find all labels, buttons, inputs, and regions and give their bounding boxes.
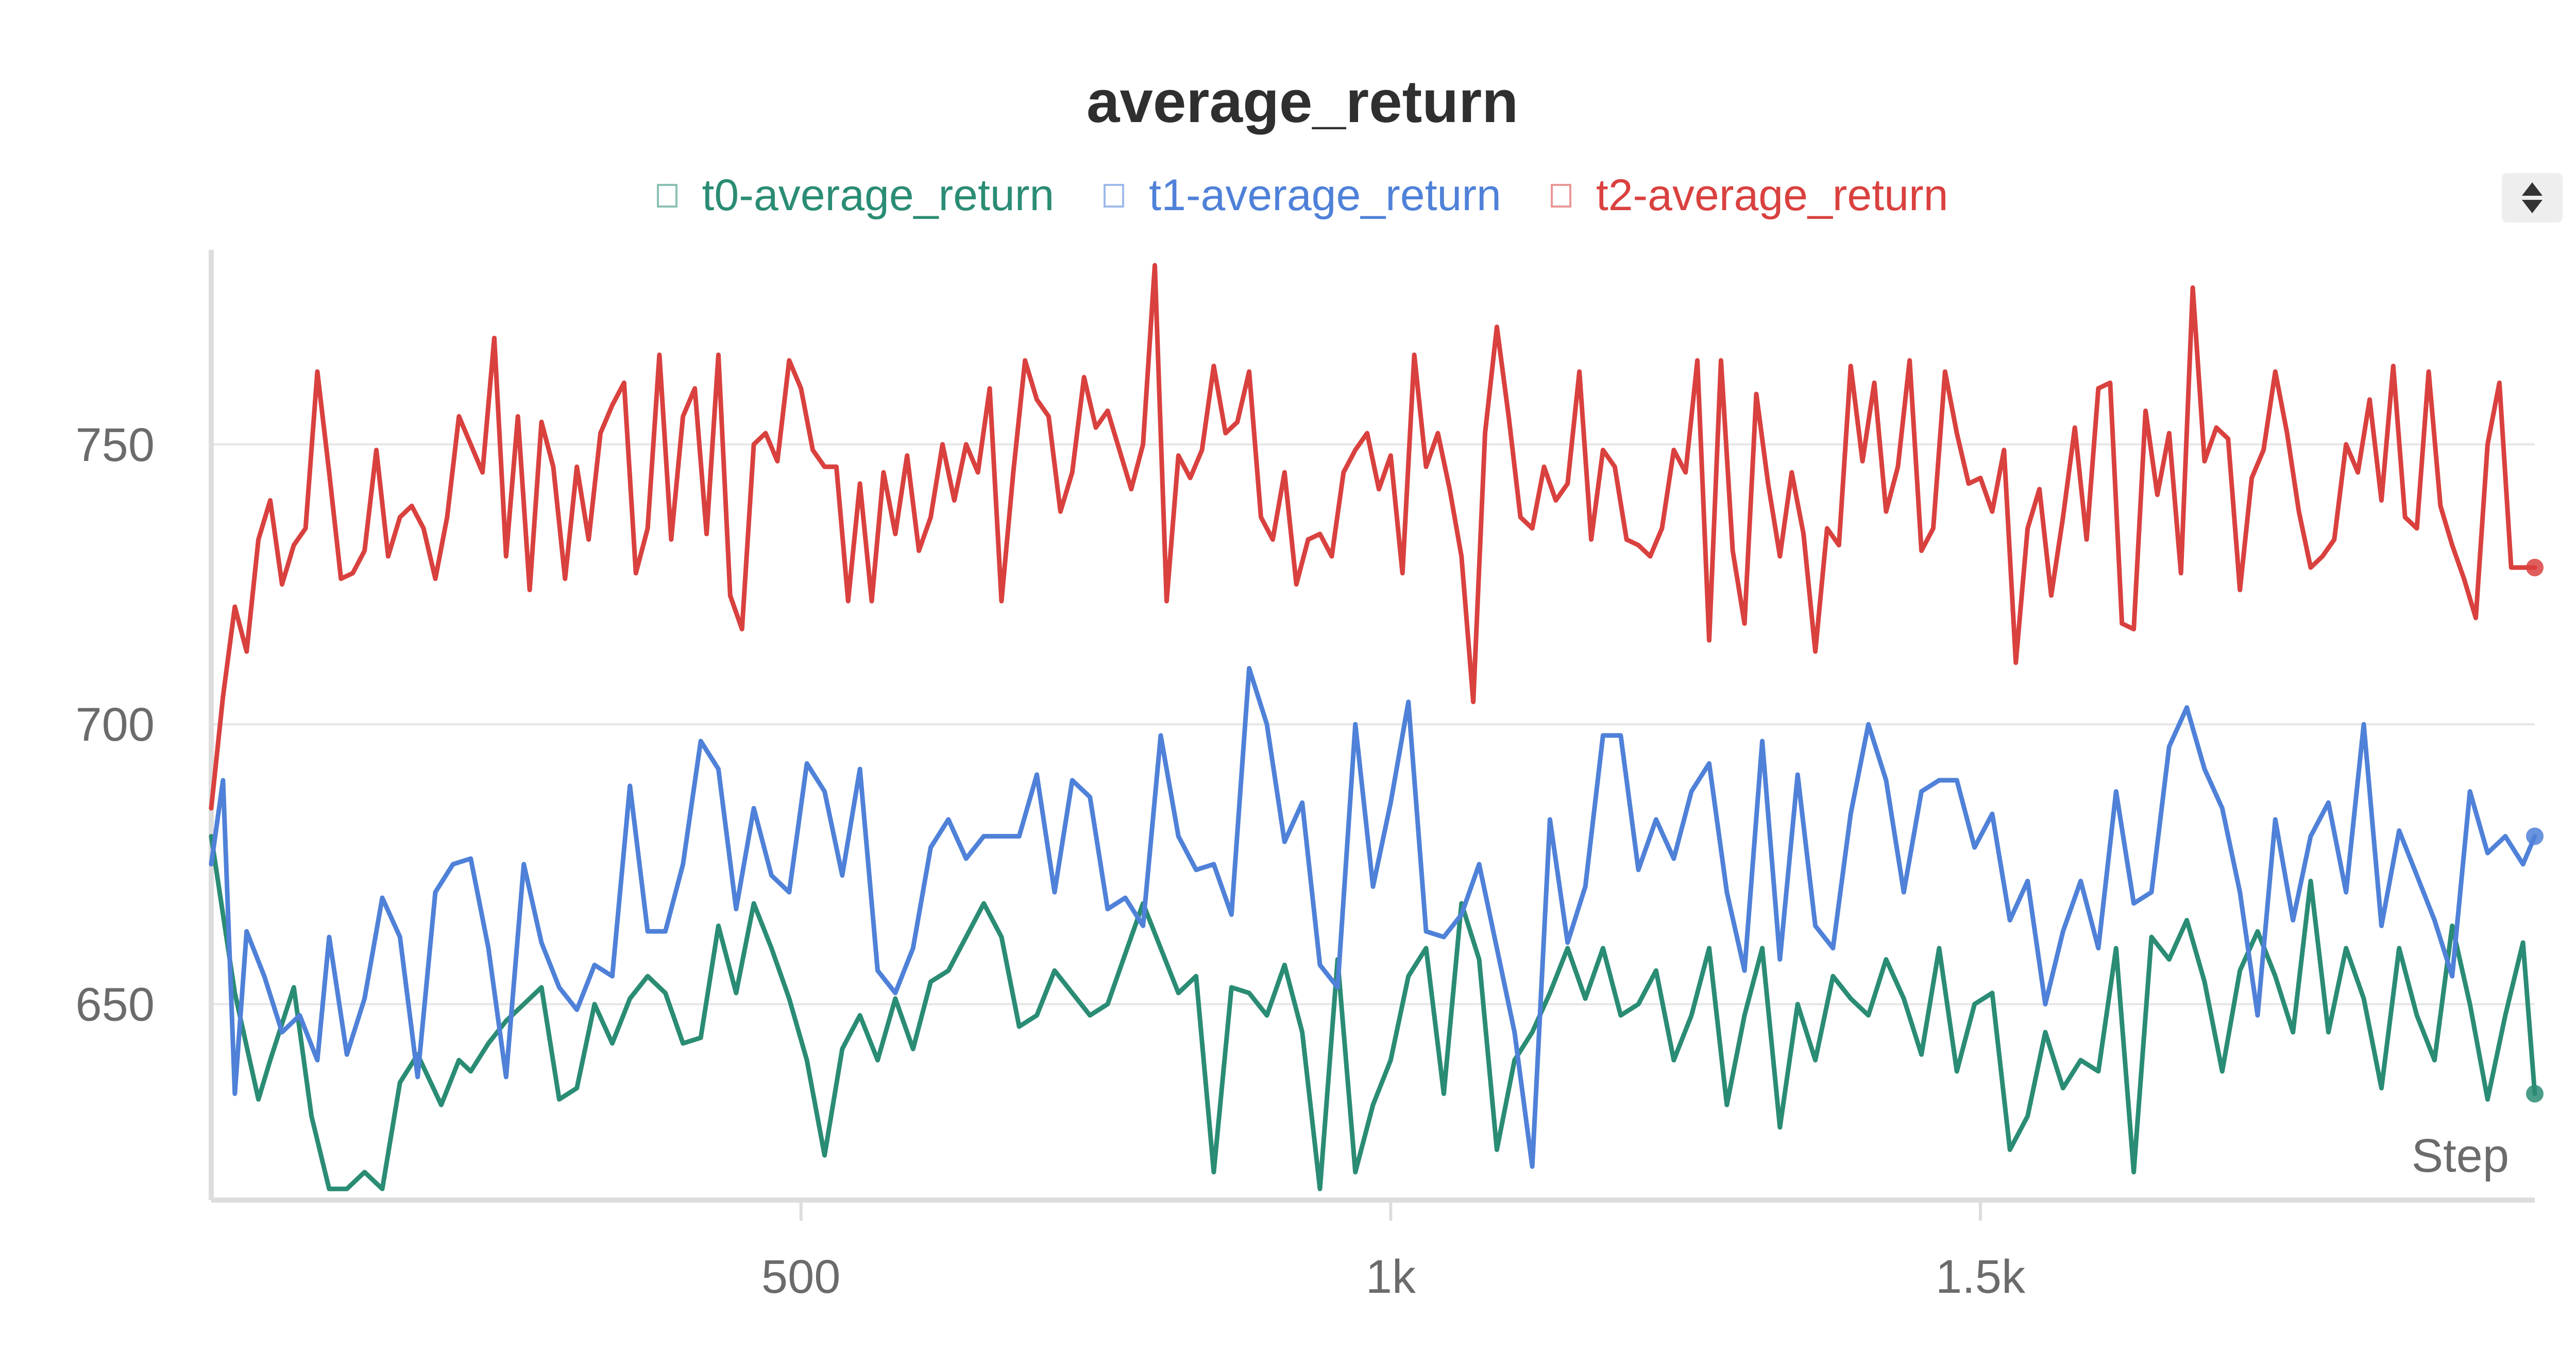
chevron-down-icon xyxy=(2522,200,2543,213)
series-end-point-t0 xyxy=(2526,1085,2544,1103)
legend-label-t0: t0-average_return xyxy=(702,170,1055,220)
legend-item-t1[interactable]: t1-average_return xyxy=(1104,170,1501,221)
x-axis-label: Step xyxy=(2412,1130,2509,1182)
legend-label-t2: t2-average_return xyxy=(1596,170,1948,220)
legend: t0-average_return t1-average_return t2-a… xyxy=(0,170,2576,221)
x-tick-label: 1k xyxy=(1366,1251,1416,1303)
series-line-t0 xyxy=(209,834,2537,1191)
legend-item-t0[interactable]: t0-average_return xyxy=(656,170,1055,221)
legend-scroll-stepper[interactable] xyxy=(2502,173,2563,223)
legend-swatch-t2 xyxy=(1550,183,1571,208)
series-line-t2 xyxy=(209,263,2537,811)
y-tick-label: 750 xyxy=(76,419,155,471)
y-tick-label: 650 xyxy=(76,979,155,1031)
legend-swatch-t1 xyxy=(1104,183,1125,208)
series-end-point-t1 xyxy=(2526,827,2544,845)
x-tick-label: 500 xyxy=(761,1251,841,1303)
axes xyxy=(209,250,2535,1221)
series-line-t1 xyxy=(209,666,2537,1169)
series-end-point-t2 xyxy=(2526,558,2544,576)
legend-label-t1: t1-average_return xyxy=(1149,170,1501,220)
series-lines xyxy=(209,263,2544,1191)
tick-labels: 650 700 750 500 1k 1.5k Step xyxy=(76,419,2510,1303)
chevron-up-icon xyxy=(2522,182,2543,196)
y-tick-label: 700 xyxy=(76,698,155,751)
chart-title: average_return xyxy=(1086,68,1519,135)
legend-item-t2[interactable]: t2-average_return xyxy=(1550,170,1948,221)
legend-swatch-t0 xyxy=(656,183,677,208)
x-tick-label: 1.5k xyxy=(1936,1251,2026,1303)
